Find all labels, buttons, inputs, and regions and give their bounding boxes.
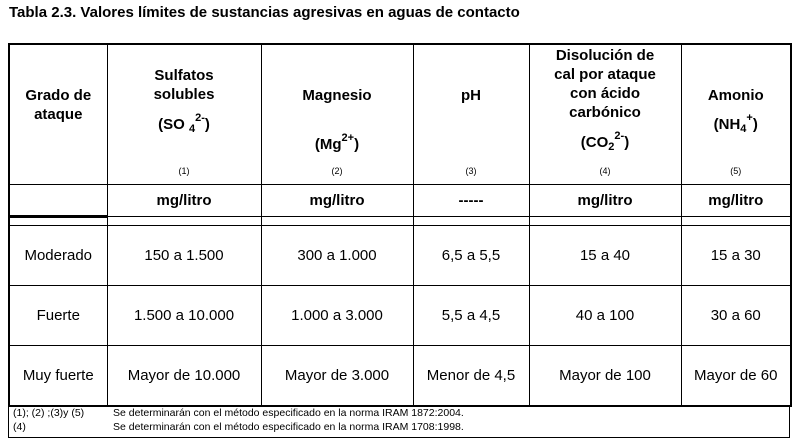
footnote-text: Se determinarán con el método especifica… (113, 407, 464, 419)
spacer-cell (680, 216, 792, 226)
header-disolucion-line3: con ácido (569, 85, 640, 102)
footnote-ref: (1); (2) ;(3)y (5) (13, 407, 85, 419)
spacer-cell (106, 216, 262, 226)
header-disolucion-note: (4) (599, 166, 611, 176)
header-sulfatos-note: (1) (178, 166, 190, 176)
header-row: Grado de ataque Sulfatos solubles (SO 42… (8, 43, 792, 185)
header-disolucion-line1: Disolución de (555, 47, 655, 64)
table-cell: Menor de 4,5 (412, 345, 530, 407)
header-amonio-formula: (NH4+) (713, 112, 758, 135)
header-ph-line: pH (461, 87, 481, 104)
unit-magnesio: mg/litro (260, 184, 414, 217)
spacer-row (8, 216, 792, 226)
table-cell: 1.000 a 3.000 (260, 285, 414, 346)
header-sulfatos: Sulfatos solubles (SO 42-) (1) (106, 43, 262, 185)
table-cell: 1.500 a 10.000 (106, 285, 262, 346)
table-cell: 5,5 a 4,5 (412, 285, 530, 346)
table-cell: 15 a 40 (528, 225, 682, 286)
header-sulfatos-formula: (SO 42-) (158, 112, 210, 135)
header-grade-line1: Grado de (25, 87, 92, 104)
header-disolucion-line4: carbónico (569, 104, 641, 121)
spacer-cell (8, 216, 108, 226)
table-row: Moderado 150 a 1.500 300 a 1.000 6,5 a 5… (8, 225, 792, 286)
table-cell: 6,5 a 5,5 (412, 225, 530, 286)
footnote-ref: (4) (13, 421, 26, 433)
table-row: Fuerte 1.500 a 10.000 1.000 a 3.000 5,5 … (8, 285, 792, 346)
header-magnesio-line: Magnesio (302, 87, 372, 104)
header-grade-line2: ataque (34, 106, 83, 123)
table-title: Tabla 2.3. Valores límites de sustancias… (9, 4, 520, 21)
header-grade: Grado de ataque (8, 43, 108, 185)
header-ph-note: (3) (465, 166, 477, 176)
header-sulfatos-line2: solubles (153, 86, 215, 103)
units-blank-cell (8, 184, 108, 218)
header-disolucion-formula: (CO22-) (580, 130, 630, 153)
spacer-cell (528, 216, 682, 226)
table-cell: 40 a 100 (528, 285, 682, 346)
table-cell: Mayor de 10.000 (106, 345, 262, 407)
table-cell: Mayor de 3.000 (260, 345, 414, 407)
limits-table: Grado de ataque Sulfatos solubles (SO 42… (8, 43, 792, 407)
header-ph: pH (3) (412, 43, 530, 185)
table-cell: 30 a 60 (680, 285, 792, 346)
header-disolucion: Disolución de cal por ataque con ácido c… (528, 43, 682, 185)
header-amonio-line: Amonio (707, 87, 764, 104)
footnote-text: Se determinarán con el método especifica… (113, 421, 464, 433)
unit-sulfatos: mg/litro (106, 184, 262, 217)
spacer-cell (412, 216, 530, 226)
header-sulfatos-line1: Sulfatos (154, 67, 214, 84)
footnotes-box: (1); (2) ;(3)y (5) Se determinarán con e… (8, 405, 790, 438)
unit-disolucion: mg/litro (528, 184, 682, 217)
table-cell: 300 a 1.000 (260, 225, 414, 286)
header-disolucion-line2: cal por ataque (554, 66, 656, 83)
header-magnesio: Magnesio (Mg2+) (2) (260, 43, 414, 185)
table-cell: Mayor de 60 (680, 345, 792, 407)
row-grade-label: Muy fuerte (8, 345, 108, 407)
unit-amonio: mg/litro (680, 184, 792, 217)
table-cell: 15 a 30 (680, 225, 792, 286)
table-cell: Mayor de 100 (528, 345, 682, 407)
row-grade-label: Moderado (8, 225, 108, 286)
header-amonio-note: (5) (730, 166, 742, 176)
table-cell: 150 a 1.500 (106, 225, 262, 286)
table-row: Muy fuerte Mayor de 10.000 Mayor de 3.00… (8, 345, 792, 407)
units-row: mg/litro mg/litro ----- mg/litro mg/litr… (8, 184, 792, 218)
header-magnesio-note: (2) (331, 166, 343, 176)
unit-ph: ----- (412, 184, 530, 217)
spacer-cell (260, 216, 414, 226)
header-magnesio-formula: (Mg2+) (314, 132, 360, 153)
row-grade-label: Fuerte (8, 285, 108, 346)
header-amonio: Amonio (NH4+) (5) (680, 43, 792, 185)
